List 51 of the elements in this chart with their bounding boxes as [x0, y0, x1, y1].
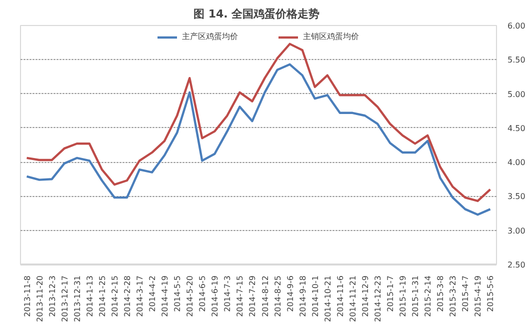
- legend-label: 主产区鸡蛋均价: [182, 31, 238, 42]
- x-tick-label: 2014-4-19: [160, 275, 170, 317]
- y-tick-label: 3.00: [508, 226, 526, 236]
- x-tick-label: 2014-11-6: [336, 275, 345, 317]
- x-tick-label: 2013-11-20: [35, 275, 44, 322]
- x-tick-label: 2014-2-15: [110, 275, 120, 317]
- x-tick-label: 2014-10-21: [323, 275, 332, 322]
- x-tick-label: 2014-8-12: [260, 275, 270, 317]
- x-tick-label: 2015-1-7: [386, 276, 396, 312]
- x-tick-label: 2014-9-18: [298, 275, 308, 317]
- x-tick-label: 2015-4-7: [461, 276, 470, 312]
- x-tick-label: 2015-1-19: [398, 275, 408, 317]
- x-tick-label: 2014-2-28: [122, 275, 132, 317]
- x-tick-label: 2015-5-6: [486, 276, 496, 312]
- line-series: [26, 42, 492, 202]
- x-tick-label: 2014-9-6: [286, 276, 295, 312]
- x-tick-label: 2013-11-8: [22, 275, 32, 317]
- x-tick-label: 2013-12-17: [60, 275, 70, 322]
- x-tick-label: 2014-4-2: [148, 276, 158, 312]
- y-tick-label: 5.00: [508, 90, 526, 99]
- x-tick-label: 2014-1-13: [85, 275, 94, 317]
- x-tick-label: 2015-3-8: [436, 276, 446, 312]
- x-tick-label: 2013-12-3: [48, 275, 57, 317]
- line-series: [26, 63, 492, 216]
- y-tick-label: 6.00: [508, 22, 526, 30]
- y-tick-label: 5.50: [508, 56, 526, 65]
- x-tick-label: 2014-5-20: [186, 275, 195, 317]
- x-tick-label: 2014-1-25: [98, 275, 107, 317]
- x-tick-label: 2014-12-9: [360, 275, 370, 317]
- x-tick-label: 2014-3-17: [136, 275, 144, 317]
- legend-label: 主销区鸡蛋均价: [303, 31, 359, 42]
- y-tick-label: 2.50: [508, 260, 526, 270]
- x-tick-label: 2014-7-29: [248, 275, 258, 317]
- x-tick-label: 2015-2-14: [424, 275, 433, 317]
- x-tick-label: 2015-4-19: [474, 275, 483, 317]
- y-tick-label: 3.50: [508, 192, 526, 202]
- x-tick-label: 2014-6-5: [198, 276, 208, 312]
- x-tick-label: 2015-3-23: [448, 275, 458, 317]
- x-tick-label: 2014-11-21: [348, 275, 358, 322]
- x-tick-label: 2014-7-15: [236, 275, 245, 317]
- x-tick-label: 2015-1-31: [411, 275, 420, 317]
- x-tick-label: 2014-8-25: [273, 275, 282, 317]
- x-tick-label: 2014-5-5: [173, 276, 182, 312]
- x-tick-label: 2014-10-1: [310, 275, 320, 317]
- x-tick-label: 2014-6-19: [210, 275, 220, 317]
- x-tick-label: 2013-12-31: [72, 275, 82, 322]
- y-tick-label: 4.00: [508, 158, 526, 168]
- x-tick-label: 2014-7-3: [223, 276, 232, 312]
- chart-title: 图 14. 全国鸡蛋价格走势: [194, 8, 320, 20]
- y-tick-label: 4.50: [508, 124, 526, 133]
- x-tick-label: 2014-12-23: [374, 275, 382, 322]
